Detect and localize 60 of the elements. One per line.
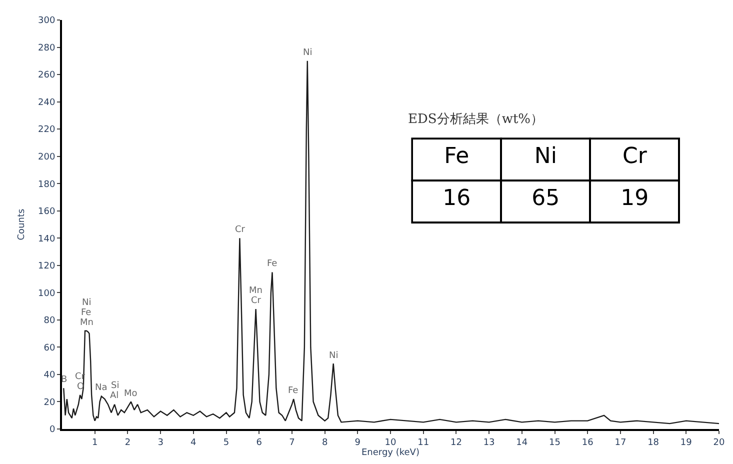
annotation: Ni (534, 144, 557, 170)
y-tick-label: 140 (38, 234, 56, 244)
annotation: 16 (442, 186, 471, 212)
y-tick-label: 220 (38, 125, 56, 136)
x-tick-label: 16 (582, 438, 594, 448)
y-tick-label: 80 (44, 316, 56, 326)
annotation: Mo (124, 389, 138, 399)
y-tick-label: 300 (38, 16, 56, 26)
x-axis-title: Energy (keV) (362, 448, 420, 458)
x-tick-label: 18 (648, 438, 660, 448)
annotation: Cr (251, 296, 262, 306)
annotation: Fe (444, 144, 470, 170)
x-tick-label: 3 (158, 438, 164, 448)
y-tick-label: 240 (38, 98, 56, 108)
x-tick-label: 19 (680, 438, 692, 448)
x-tick-label: 20 (713, 438, 725, 448)
y-tick-label: 260 (38, 70, 56, 81)
y-tick-label: 120 (38, 262, 56, 272)
x-tick-label: 8 (322, 438, 328, 448)
annotation: Cr (622, 144, 648, 170)
annotation: Si (111, 381, 120, 391)
annotation: Fe (267, 259, 278, 269)
annotation: Mn (249, 286, 262, 296)
x-tick-label: 14 (516, 438, 528, 448)
x-tick-label: 9 (354, 438, 361, 448)
x-tick-label: 5 (223, 438, 230, 448)
annotation: 19 (620, 186, 649, 212)
annotation: Mn (80, 318, 94, 328)
annotation: 65 (532, 186, 560, 212)
x-tick-label: 7 (289, 438, 295, 448)
x-tick-label: 17 (614, 438, 626, 448)
y-tick-label: 40 (44, 370, 56, 381)
line-series (63, 60, 719, 424)
x-tick-label: 2 (124, 438, 131, 448)
annotation: Al (110, 391, 119, 401)
x-tick-label: 1 (92, 438, 98, 448)
x-tick-label: 6 (256, 438, 262, 448)
y-tick-label: 60 (44, 343, 56, 354)
y-tick-label: 20 (44, 398, 56, 408)
y-tick-label: 160 (38, 207, 56, 218)
annotation: Fe (81, 308, 92, 318)
y-axis-title: Counts (16, 208, 27, 240)
annotation: Ni (82, 298, 92, 308)
y-tick-label: 200 (38, 152, 56, 162)
x-tick-label: 15 (549, 438, 560, 448)
y-tick-label: 280 (38, 43, 56, 54)
x-tick-label: 4 (190, 438, 197, 448)
x-tick-label: 13 (483, 438, 495, 448)
annotation: Na (95, 383, 108, 393)
y-tick-label: 180 (38, 180, 56, 190)
x-tick-label: 11 (418, 438, 430, 448)
annotation: Ni (303, 48, 312, 58)
x-tick-label: 12 (450, 438, 462, 448)
annotation: EDS分析結果（wt%） (408, 112, 544, 127)
annotation: Ni (329, 351, 338, 361)
annotation: Cr (235, 225, 246, 235)
annotation: Fe (288, 386, 299, 396)
x-tick-label: 10 (384, 438, 396, 448)
y-tick-label: 0 (49, 425, 56, 436)
y-tick-label: 100 (38, 288, 56, 299)
